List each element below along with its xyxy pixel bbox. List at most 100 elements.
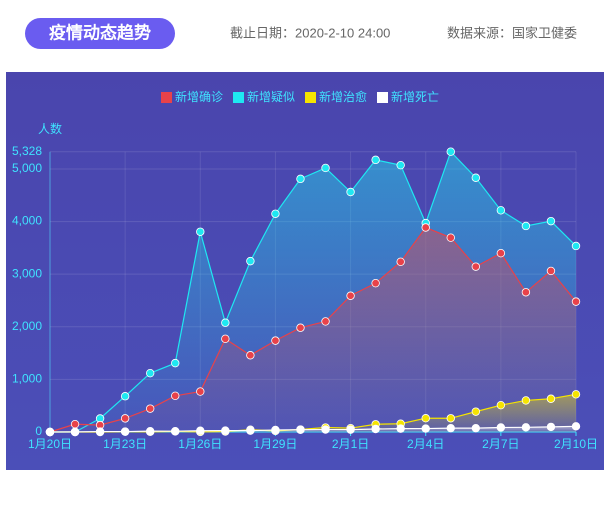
data-point <box>45 427 55 437</box>
data-point <box>571 422 581 431</box>
legend-swatch <box>233 92 244 103</box>
x-tick-label: 2月10日 <box>554 437 598 451</box>
series-line <box>49 425 577 433</box>
data-point <box>371 424 380 434</box>
data-point <box>296 323 305 332</box>
data-point <box>496 400 506 410</box>
x-tick-label: 2月7日 <box>482 437 519 451</box>
date-text: 截止日期：2020-2-10 24:00 <box>230 25 390 40</box>
data-point <box>196 387 205 396</box>
data-point <box>471 407 481 416</box>
data-point <box>496 423 506 432</box>
legend-swatch <box>161 92 172 103</box>
data-point <box>171 391 180 401</box>
data-point <box>546 216 556 226</box>
y-tick-label: 1,000 <box>12 372 42 386</box>
data-point <box>171 358 180 368</box>
series-area <box>50 227 576 432</box>
data-point <box>271 336 280 345</box>
y-tick-label: 2,000 <box>12 319 42 333</box>
series-line <box>49 226 577 433</box>
data-point <box>271 425 280 435</box>
y-tick-label: 4,000 <box>12 214 42 228</box>
data-point <box>446 423 455 433</box>
data-point <box>446 147 455 156</box>
data-point <box>571 241 581 251</box>
data-point <box>321 317 330 326</box>
x-tick-label: 2月4日 <box>407 437 444 451</box>
data-point <box>145 426 155 436</box>
data-point <box>446 414 455 423</box>
data-point <box>371 278 380 288</box>
data-point <box>521 288 531 297</box>
data-point <box>171 427 180 436</box>
data-point <box>70 427 80 437</box>
legend-label: 新增治愈 <box>319 89 367 104</box>
data-point <box>496 206 506 215</box>
data-point <box>271 209 280 218</box>
data-point <box>471 262 481 271</box>
data-point <box>95 427 105 436</box>
data-point <box>346 425 355 434</box>
data-point <box>521 396 531 405</box>
data-point <box>120 392 130 401</box>
y-tick-label: 3,000 <box>12 266 42 280</box>
data-point <box>221 334 230 344</box>
data-point <box>396 424 405 433</box>
data-point <box>421 414 430 423</box>
legend-swatch <box>377 92 388 103</box>
y-axis-label: 人数 <box>38 121 62 136</box>
data-point <box>145 404 155 413</box>
series-area <box>50 394 576 432</box>
title-pill <box>25 18 175 49</box>
data-point <box>396 160 405 170</box>
data-point <box>571 390 581 399</box>
data-point <box>145 368 155 378</box>
data-point <box>346 291 355 300</box>
y-tick-label: 5,328 <box>12 144 42 158</box>
data-point <box>120 414 130 423</box>
legend-label: 新增确诊 <box>175 89 223 104</box>
data-point <box>546 422 556 432</box>
data-point <box>571 297 581 306</box>
series-line <box>50 150 577 433</box>
data-point <box>471 423 481 433</box>
data-point <box>196 227 205 236</box>
x-tick-label: 1月20日 <box>28 437 72 451</box>
page-title: 疫情动态趋势 <box>49 22 151 42</box>
data-point <box>70 419 80 429</box>
data-point <box>120 427 130 436</box>
data-point <box>246 351 255 360</box>
x-tick-label: 2月1日 <box>332 437 369 451</box>
data-point <box>521 221 531 231</box>
x-tick-label: 1月26日 <box>178 437 222 451</box>
data-point <box>221 318 230 327</box>
data-point <box>246 256 255 266</box>
data-point <box>396 257 405 267</box>
data-point <box>546 266 556 276</box>
data-point <box>321 425 330 434</box>
series-area <box>50 426 576 432</box>
y-tick-label: 0 <box>35 424 42 438</box>
data-point <box>346 187 355 197</box>
data-point <box>421 424 430 433</box>
data-point <box>296 174 305 184</box>
data-point <box>371 155 380 165</box>
data-point <box>246 426 255 435</box>
x-tick-label: 1月23日 <box>103 437 147 451</box>
data-point <box>471 173 481 182</box>
data-point <box>546 394 556 403</box>
legend-label: 新增疑似 <box>247 89 295 104</box>
data-point <box>196 426 205 435</box>
data-point <box>496 248 506 258</box>
x-tick-label: 1月29日 <box>253 437 297 451</box>
y-tick-label: 5,000 <box>12 161 42 175</box>
data-point <box>221 426 230 435</box>
data-point <box>321 163 330 173</box>
data-point <box>446 233 455 242</box>
legend-label: 新增死亡 <box>391 89 439 104</box>
data-point <box>521 423 531 432</box>
source-text: 数据来源：国家卫健委 <box>447 25 577 40</box>
